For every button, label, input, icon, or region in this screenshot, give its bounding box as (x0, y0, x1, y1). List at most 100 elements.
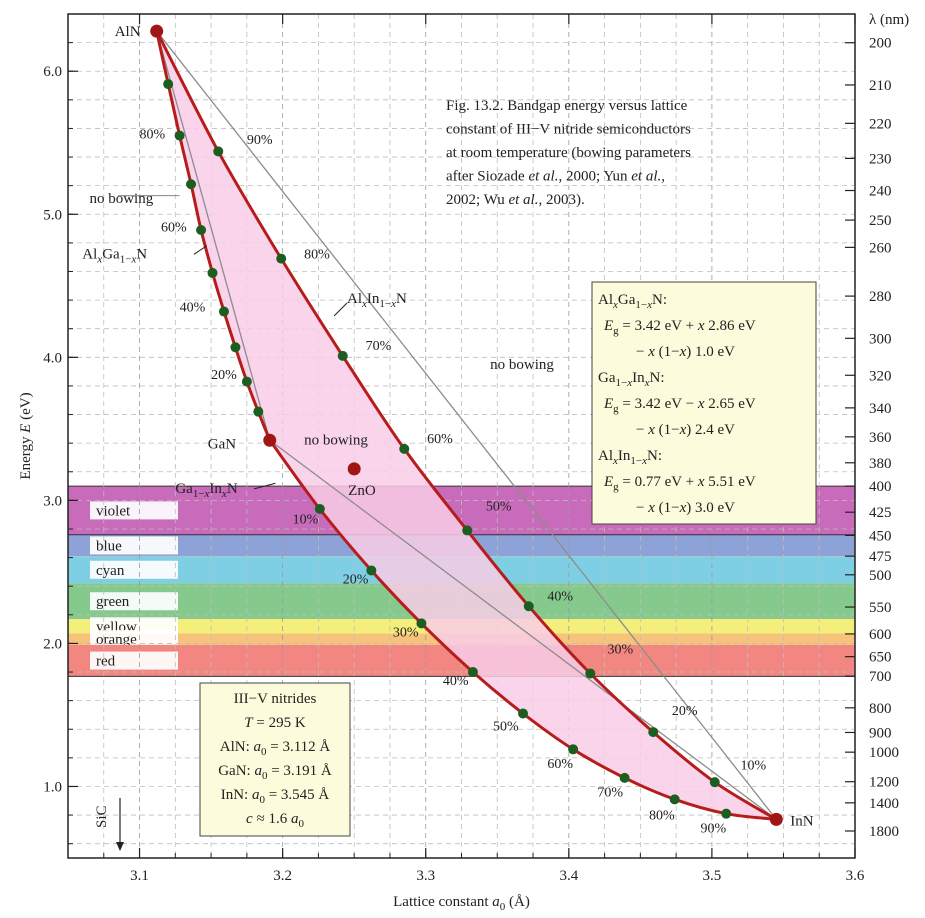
wavelength-tick-label: 450 (869, 528, 892, 544)
wavelength-tick-label: 1200 (869, 775, 899, 791)
algan-marker (207, 267, 218, 278)
curve-label-no-bowing: no bowing (490, 357, 554, 373)
composition-label: 40% (180, 301, 206, 316)
gainn-marker (314, 503, 325, 514)
band-label-box-violet (90, 501, 178, 520)
composition-label: 40% (443, 674, 469, 689)
y-tick-label: 6.0 (43, 64, 62, 80)
x-axis-label: Lattice constant a0 (Å) (393, 894, 530, 913)
caption-line: at room temperature (bowing parameters (446, 145, 691, 161)
y-tick-label: 4.0 (43, 350, 62, 366)
gainn-marker (669, 794, 680, 805)
alinn-marker (709, 777, 720, 788)
label-inn: InN (790, 813, 813, 829)
composition-label: 20% (672, 704, 698, 719)
algan-marker (253, 406, 264, 417)
alloy-fill-region (156, 31, 777, 820)
composition-label: 70% (366, 339, 392, 354)
info-line: InN: a0 = 3.545 Å (221, 787, 330, 806)
info-line: c ≈ 1.6 a0 (246, 811, 304, 830)
formula-box (591, 281, 817, 525)
composition-label: 80% (304, 248, 330, 263)
point-zno (347, 462, 361, 476)
composition-label: 40% (547, 590, 573, 605)
no-bowing-line-2 (156, 30, 777, 820)
leader-alinn (333, 302, 348, 317)
wavelength-tick-label: 475 (869, 549, 892, 565)
label-zno: ZnO (348, 483, 376, 499)
gainn-marker (568, 744, 579, 755)
band-label-green: green (96, 594, 130, 610)
info-box (199, 682, 351, 837)
formula-line: − x (1−x) 3.0 eV (636, 500, 735, 516)
composition-label: 50% (493, 720, 519, 735)
formula-line: − x (1−x) 1.0 eV (636, 344, 735, 360)
y-tick-label: 3.0 (43, 493, 62, 509)
wavelength-tick-label: 250 (869, 213, 892, 229)
algan-marker (241, 376, 252, 387)
composition-label: 10% (741, 758, 767, 773)
point-inn (769, 812, 783, 826)
x-tick-label: 3.3 (416, 868, 435, 884)
formula-line: Eg = 0.77 eV + x 5.51 eV (603, 474, 756, 493)
band-label-box-green (90, 592, 178, 611)
wavelength-tick-label: 650 (869, 650, 892, 666)
caption-line: 2002; Wu et al., 2003). (446, 192, 585, 208)
composition-label: 60% (427, 432, 453, 447)
wavelength-tick-label: 380 (869, 456, 892, 472)
band-label-box-blue (90, 536, 178, 555)
algan-marker (230, 342, 241, 353)
gainn-marker (619, 772, 630, 783)
wavelength-tick-label: 260 (869, 240, 892, 256)
composition-label: 30% (393, 625, 419, 640)
wavelength-tick-label: 1800 (869, 824, 899, 840)
info-line: AlN: a0 = 3.112 Å (220, 739, 331, 758)
composition-label: 90% (700, 821, 726, 836)
gainn-curve (268, 439, 777, 821)
alinn-marker (337, 350, 348, 361)
caption-line: Fig. 13.2. Bandgap energy versus lattice (446, 98, 688, 114)
curve-label-alloy: AlxGa1−xN (82, 247, 147, 266)
wavelength-tick-label: 200 (869, 36, 892, 52)
wavelength-tick-label: 425 (869, 505, 892, 521)
no-bowing-line-3 (269, 439, 777, 820)
y-tick-label: 1.0 (43, 779, 62, 795)
curve-label-no-bowing: no bowing (304, 433, 368, 449)
annotations: AlN GaN InN ZnO 80% 60% 40% 20% 90% 80% 70% 60% 50% 4… (82, 24, 814, 851)
info-line: GaN: a0 = 3.191 Å (218, 763, 332, 782)
caption-line: after Siozade et al., 2000; Yun et al., (446, 169, 665, 185)
band-label-orange: orange (96, 632, 137, 648)
formula-line: Eg = 3.42 eV − x 2.65 eV (603, 396, 756, 415)
y-tick-label: 2.0 (43, 636, 62, 652)
wavelength-axis-label: λ (nm) (869, 12, 909, 28)
gainn-marker (721, 808, 732, 819)
algan-marker (196, 225, 207, 236)
x-tick-label: 3.1 (130, 868, 149, 884)
wavelength-tick-label: 900 (869, 725, 892, 741)
composition-label: 30% (607, 642, 633, 657)
axes: 3.1 3.2 3.3 3.4 3.5 3.61.02.03.04.05.06.02002… (18, 12, 909, 913)
wavelength-tick-label: 320 (869, 368, 892, 384)
formula-line: AlxGa1−xN: (598, 292, 667, 311)
composition-label: 60% (547, 757, 573, 772)
gainn-marker (518, 708, 529, 719)
band-label-cyan: cyan (96, 563, 125, 579)
alinn-marker (462, 525, 473, 536)
alinn-marker (276, 253, 287, 264)
wavelength-tick-label: 360 (869, 430, 892, 446)
wavelength-tick-label: 300 (869, 331, 892, 347)
alinn-marker (399, 443, 410, 454)
formula-line: − x (1−x) 2.4 eV (636, 422, 735, 438)
composition-label: 90% (247, 133, 273, 148)
band-label-box-orange (90, 630, 178, 649)
composition-label: 80% (140, 127, 166, 142)
wavelength-tick-label: 240 (869, 184, 892, 200)
alinn-marker (213, 146, 224, 157)
label-gan: GaN (208, 436, 236, 452)
composition-label: 20% (343, 572, 369, 587)
composition-label: 20% (211, 368, 237, 383)
no-bowing-lines (156, 30, 777, 820)
wavelength-tick-label: 230 (869, 151, 892, 167)
gainn-marker (467, 667, 478, 678)
